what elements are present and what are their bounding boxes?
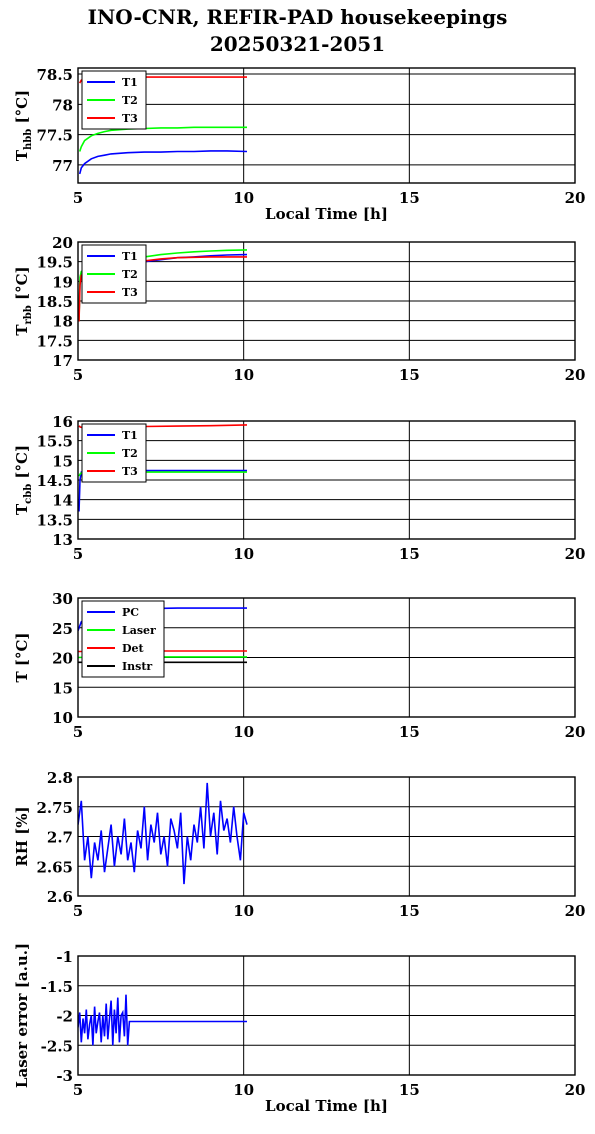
y-tick-label: 15	[52, 452, 73, 470]
chart-panel-1: 77 77.5 78 78.5 5 10 15 20 T1 T2 T3 Thbb [°C] Local …	[13, 66, 585, 223]
legend-label: T1	[122, 76, 138, 89]
y-tick-label: -1.5	[41, 978, 73, 996]
legend-label: T3	[122, 286, 138, 299]
y-tick-label: 2.7	[47, 829, 73, 847]
y-tick-label: 13.5	[36, 511, 73, 529]
legend-label: PC	[122, 606, 139, 619]
y-tick-label: 20	[52, 650, 73, 668]
x-tick-label: 5	[73, 545, 83, 563]
chart-panel-5: 2.6 2.65 2.7 2.75 2.8 5 10 15 20 RH [%]	[13, 769, 585, 920]
y-tick-label: 17	[52, 352, 73, 370]
x-tick-label: 15	[399, 366, 420, 384]
y-axis-label: Tcbb [°C]	[13, 445, 34, 515]
y-tick-label: 13	[52, 531, 73, 549]
legend-label: Laser	[122, 624, 156, 637]
y-tick-label: 2.65	[36, 858, 73, 876]
x-tick-label: 10	[233, 366, 254, 384]
y-tick-label: 2.6	[47, 888, 73, 906]
y-axis-label: Thbb [°C]	[13, 90, 34, 161]
axes-frame	[77, 776, 576, 897]
series-line-value	[78, 782, 248, 885]
x-tick-label: 5	[73, 723, 83, 741]
y-tick-label: 15.5	[36, 433, 73, 451]
y-tick-label: 18.5	[36, 293, 73, 311]
legend-label: T2	[122, 94, 138, 107]
series-line-value	[78, 994, 247, 1046]
x-tick-label: 10	[233, 723, 254, 741]
x-axis-label: Local Time [h]	[265, 205, 388, 223]
y-tick-label: 30	[52, 590, 73, 608]
x-tick-label: 20	[565, 366, 586, 384]
chart-title-line1: INO-CNR, REFIR-PAD housekeepings	[87, 5, 508, 29]
y-tick-label: 19	[52, 273, 73, 291]
y-tick-label: 10	[52, 709, 73, 727]
y-tick-label: -1	[56, 948, 73, 966]
y-tick-label: 20	[52, 234, 73, 252]
x-tick-label: 5	[73, 1081, 83, 1099]
axes-frame	[77, 67, 576, 184]
y-axis-label: Trbb [°C]	[13, 266, 34, 335]
chart-title-line2: 20250321-2051	[209, 32, 386, 56]
legend-label: T2	[122, 268, 138, 281]
x-tick-label: 20	[565, 189, 586, 207]
y-tick-label: 2.75	[36, 799, 73, 817]
x-tick-label: 15	[399, 189, 420, 207]
y-axis-label: Laser error [a.u.]	[13, 943, 31, 1088]
chart-panel-6: -3 -2.5 -2 -1.5 -1 5 10 15 20 Laser error [a.u.] L…	[13, 943, 585, 1115]
x-tick-label: 15	[399, 723, 420, 741]
x-tick-label: 5	[73, 189, 83, 207]
legend-label: Det	[122, 642, 145, 655]
y-axis-label: RH [%]	[13, 806, 31, 866]
x-tick-label: 20	[565, 545, 586, 563]
axes-frame	[77, 955, 576, 1076]
x-tick-label: 10	[233, 902, 254, 920]
y-tick-label: -3	[56, 1067, 73, 1085]
legend-label: T1	[122, 429, 138, 442]
axes-frame	[77, 597, 576, 718]
y-tick-label: 15	[52, 679, 73, 697]
y-tick-label: -2	[56, 1008, 73, 1026]
y-tick-label: 25	[52, 620, 73, 638]
legend-label: T2	[122, 447, 138, 460]
x-tick-label: 5	[73, 366, 83, 384]
legend-label: T1	[122, 250, 138, 263]
y-tick-label: 77	[52, 157, 73, 175]
y-tick-label: 78	[52, 96, 73, 114]
y-tick-label: 17.5	[36, 332, 73, 350]
series-line-t1	[78, 150, 248, 175]
y-tick-label: 77.5	[36, 127, 73, 145]
y-axis-label: T [°C]	[13, 632, 31, 682]
x-tick-label: 20	[565, 1081, 586, 1099]
legend-label: T3	[122, 465, 138, 478]
axes-frame	[77, 420, 576, 540]
x-tick-label: 15	[399, 1081, 420, 1099]
legend-box	[81, 600, 165, 678]
x-tick-label: 20	[565, 723, 586, 741]
y-tick-label: 14	[52, 492, 73, 510]
axes-frame	[77, 241, 576, 361]
x-tick-label: 20	[565, 902, 586, 920]
y-tick-label: 18	[52, 313, 73, 331]
y-tick-label: 2.8	[47, 769, 73, 787]
y-tick-label: 78.5	[36, 66, 73, 84]
legend-label: Instr	[122, 660, 152, 673]
x-axis-label: Local Time [h]	[265, 1097, 388, 1115]
x-tick-label: 10	[233, 189, 254, 207]
y-tick-label: 14.5	[36, 472, 73, 490]
x-tick-label: 15	[399, 902, 420, 920]
series-line-t2	[78, 126, 247, 152]
legend-label: T3	[122, 112, 138, 125]
x-tick-label: 10	[233, 545, 254, 563]
y-tick-label: 19.5	[36, 254, 73, 272]
x-tick-label: 5	[73, 902, 83, 920]
y-tick-label: -2.5	[41, 1037, 73, 1055]
y-tick-label: 16	[52, 413, 73, 431]
x-tick-label: 10	[233, 1081, 254, 1099]
x-tick-label: 15	[399, 545, 420, 563]
